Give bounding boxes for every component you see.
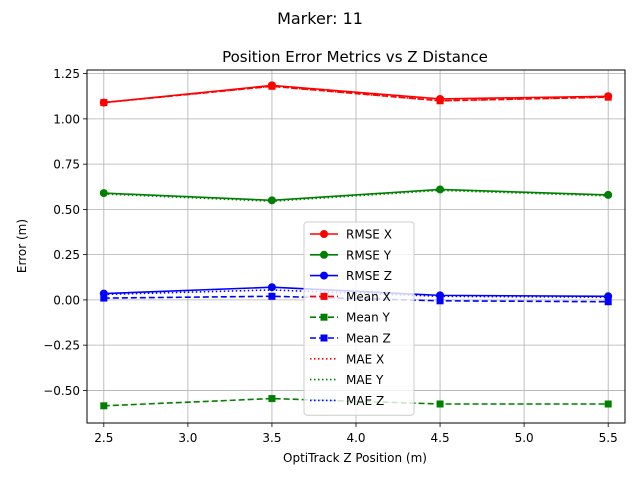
data-point bbox=[604, 298, 612, 306]
x-tick-label: 2.5 bbox=[94, 431, 113, 445]
legend-marker bbox=[320, 230, 328, 238]
x-axis: 2.5 3.0 3.5 4.0 4.5 5.0 5.5 bbox=[94, 423, 618, 445]
y-tick-label: 1.25 bbox=[53, 67, 80, 81]
y-axis-label: Error (m) bbox=[15, 219, 29, 273]
x-tick-label: 4.5 bbox=[431, 431, 450, 445]
y-tick-label: −0.25 bbox=[43, 339, 80, 353]
data-point bbox=[436, 400, 444, 408]
y-tick-label: 0.25 bbox=[53, 248, 80, 262]
legend-marker bbox=[320, 250, 328, 259]
series-layer bbox=[99, 81, 613, 410]
legend-box bbox=[303, 221, 415, 416]
x-tick-label: 5.5 bbox=[599, 431, 618, 445]
series-line-mae-x bbox=[103, 85, 609, 104]
data-point bbox=[436, 297, 444, 305]
x-tick-label: 4.0 bbox=[346, 431, 365, 445]
data-point bbox=[267, 283, 276, 292]
legend-label-rmse-z: RMSE Z bbox=[346, 269, 392, 283]
series-line-mae-y bbox=[103, 189, 609, 203]
legend-label-rmse-y: RMSE Y bbox=[346, 248, 392, 262]
legend-label-mae-x: MAE X bbox=[346, 352, 384, 366]
legend-label-mean-x: Mean X bbox=[346, 290, 391, 304]
legend-label-mae-z: MAE Z bbox=[346, 394, 384, 408]
data-point bbox=[100, 294, 108, 302]
y-tick-label: 0.00 bbox=[53, 293, 80, 307]
data-point bbox=[604, 400, 612, 408]
legend-label-mean-y: Mean Y bbox=[346, 311, 391, 325]
legend-label-mae-y: MAE Y bbox=[346, 373, 384, 387]
series-line-rmse-y bbox=[103, 188, 609, 202]
legend-label-rmse-x: RMSE X bbox=[346, 228, 392, 242]
series-mae-y bbox=[103, 189, 609, 203]
x-axis-label: OptiTrack Z Position (m) bbox=[283, 451, 427, 465]
y-tick-label: 1.00 bbox=[53, 112, 80, 126]
data-point bbox=[436, 97, 444, 105]
data-point bbox=[436, 185, 445, 194]
figure-suptitle: Marker: 11 bbox=[277, 9, 363, 28]
y-tick-label: −0.50 bbox=[43, 384, 80, 398]
data-point bbox=[267, 196, 276, 205]
y-tick-label: 0.50 bbox=[53, 203, 80, 217]
chart-title: Position Error Metrics vs Z Distance bbox=[222, 48, 488, 66]
y-axis: −0.50 −0.25 0.00 0.25 0.50 0.75 1.00 1.25 bbox=[43, 67, 87, 398]
data-point bbox=[268, 292, 276, 300]
x-tick-label: 3.5 bbox=[262, 431, 281, 445]
y-tick-label: 0.75 bbox=[53, 158, 80, 172]
x-tick-label: 3.0 bbox=[178, 431, 197, 445]
series-mae-x bbox=[103, 85, 609, 104]
data-point bbox=[268, 395, 276, 403]
data-point bbox=[604, 93, 612, 101]
data-point bbox=[100, 402, 108, 410]
x-tick-label: 5.0 bbox=[515, 431, 534, 445]
legend-label-mean-z: Mean Z bbox=[346, 332, 391, 346]
series-rmse-y bbox=[99, 185, 613, 205]
legend-marker bbox=[320, 313, 328, 321]
legend: RMSE X RMSE Y RMSE Z Mean X Mean Y Mean Z MAE … bbox=[303, 221, 415, 416]
legend-marker bbox=[320, 271, 328, 280]
legend-marker bbox=[320, 292, 328, 300]
data-point bbox=[604, 190, 613, 199]
data-point bbox=[99, 189, 108, 198]
legend-marker bbox=[320, 334, 328, 342]
